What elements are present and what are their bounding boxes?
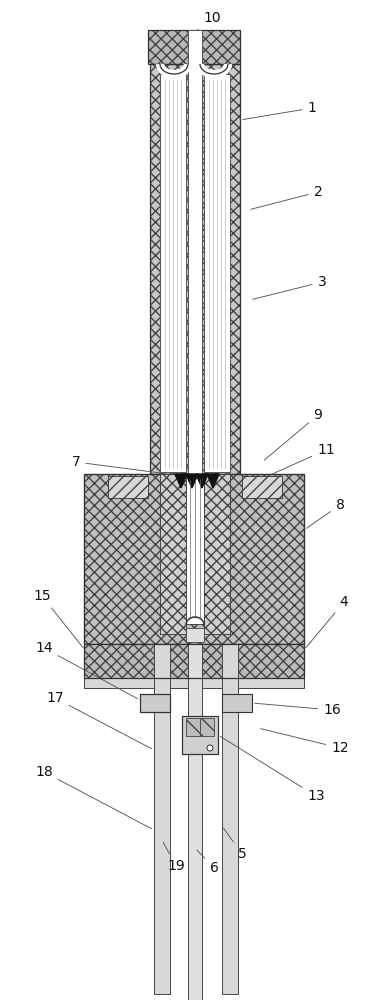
Bar bbox=[222, 644, 238, 994]
Bar bbox=[194, 64, 240, 474]
Bar bbox=[242, 476, 282, 498]
Text: 14: 14 bbox=[35, 641, 137, 699]
Bar bbox=[154, 644, 170, 994]
Bar bbox=[84, 644, 304, 678]
Bar bbox=[140, 694, 170, 712]
Polygon shape bbox=[196, 474, 208, 488]
Text: 7: 7 bbox=[72, 455, 165, 474]
Bar bbox=[150, 64, 196, 474]
Text: 19: 19 bbox=[163, 842, 185, 873]
Bar bbox=[84, 474, 304, 644]
Bar bbox=[188, 644, 202, 1000]
Text: 3: 3 bbox=[253, 275, 327, 299]
Bar bbox=[160, 474, 186, 634]
Bar bbox=[204, 74, 230, 472]
Bar bbox=[242, 476, 282, 498]
Text: 8: 8 bbox=[306, 498, 344, 528]
Text: 9: 9 bbox=[264, 408, 322, 460]
Text: 17: 17 bbox=[46, 691, 152, 749]
Bar bbox=[182, 716, 218, 754]
Text: 10: 10 bbox=[196, 11, 221, 31]
Bar bbox=[150, 64, 196, 474]
Bar bbox=[204, 474, 230, 634]
Bar bbox=[84, 644, 304, 678]
Bar bbox=[186, 628, 204, 642]
Polygon shape bbox=[207, 474, 219, 488]
Text: 18: 18 bbox=[35, 765, 152, 829]
Bar bbox=[186, 474, 204, 624]
Bar bbox=[160, 74, 186, 472]
Text: 6: 6 bbox=[197, 850, 218, 875]
Bar bbox=[186, 718, 200, 736]
Text: 4: 4 bbox=[306, 595, 349, 648]
Bar bbox=[84, 474, 304, 644]
Polygon shape bbox=[186, 474, 198, 488]
Text: 12: 12 bbox=[261, 729, 349, 755]
Bar bbox=[108, 476, 148, 498]
Bar bbox=[108, 476, 148, 498]
Bar bbox=[84, 678, 304, 688]
Bar bbox=[160, 474, 186, 634]
Bar bbox=[194, 64, 240, 474]
Text: 2: 2 bbox=[251, 185, 322, 209]
Text: 13: 13 bbox=[220, 736, 325, 803]
Bar bbox=[222, 694, 252, 712]
Circle shape bbox=[207, 745, 213, 751]
Text: 1: 1 bbox=[243, 101, 317, 120]
Polygon shape bbox=[175, 474, 187, 488]
Text: 5: 5 bbox=[223, 828, 246, 861]
Bar bbox=[204, 474, 230, 634]
Text: 16: 16 bbox=[255, 703, 341, 717]
Text: 15: 15 bbox=[33, 589, 83, 648]
Text: 11: 11 bbox=[273, 443, 335, 474]
Bar bbox=[148, 30, 240, 64]
Bar bbox=[200, 718, 214, 736]
Bar bbox=[140, 694, 170, 712]
Bar bbox=[148, 30, 240, 64]
Bar bbox=[182, 716, 218, 754]
Bar bbox=[188, 30, 202, 480]
